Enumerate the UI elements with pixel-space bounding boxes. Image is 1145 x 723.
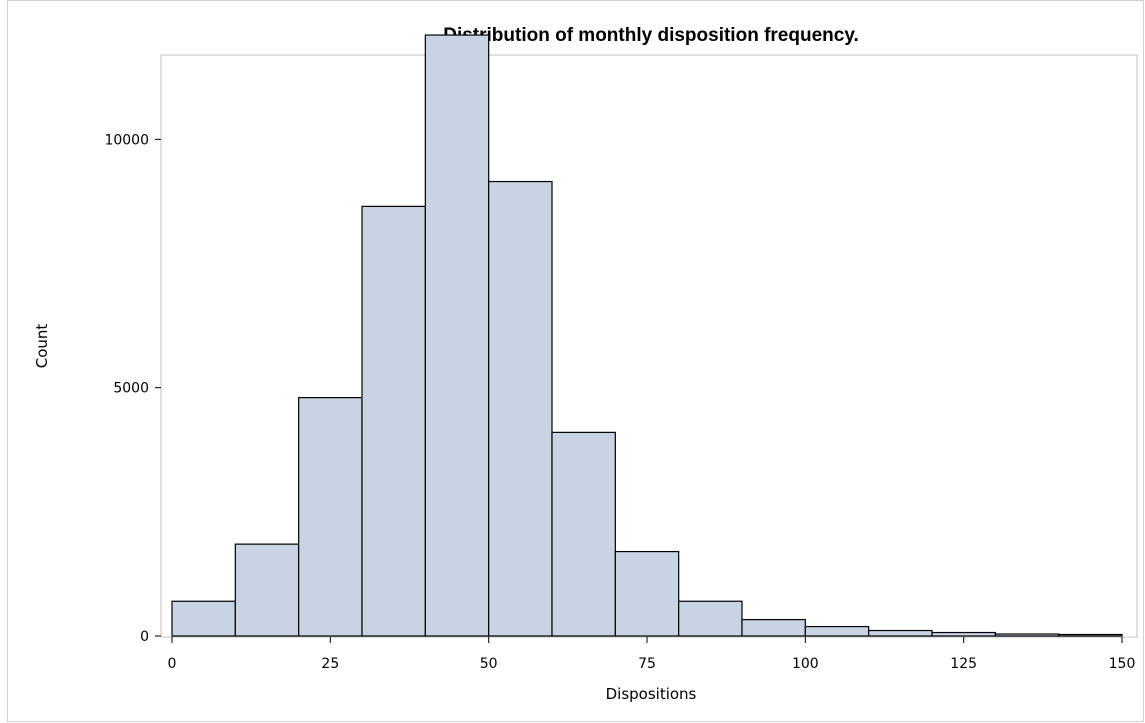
y-axis-label: Count (33, 324, 51, 369)
histogram-bar-8 (678, 600, 743, 637)
histogram-bar-6 (551, 431, 616, 637)
histogram-bar-1 (234, 543, 300, 637)
histogram-bar-13 (994, 633, 1060, 637)
histogram-bar-3 (361, 205, 426, 637)
x-tick-label-6: 150 (1109, 656, 1136, 672)
y-tick-label-2: 10000 (104, 132, 149, 148)
x-tick-label-3: 75 (638, 656, 656, 672)
x-axis: 0 25 50 75 100 125 150 (168, 637, 1136, 672)
y-axis: 0 5000 10000 (104, 132, 161, 645)
histogram-bar-5 (488, 180, 553, 637)
x-tick-label-5: 125 (950, 656, 977, 672)
x-tick-label-4: 100 (792, 656, 819, 672)
chart-frame: Distribution of monthly disposition freq… (7, 0, 1144, 722)
histogram-bar-9 (741, 619, 806, 637)
x-axis-label: Dispositions (606, 685, 697, 703)
chart-title: Distribution of monthly disposition freq… (443, 25, 859, 46)
plot-area-border (160, 54, 1138, 638)
histogram-bar-11 (868, 629, 933, 637)
bars-group (171, 34, 1123, 637)
x-tick-label-0: 0 (168, 656, 177, 672)
histogram-bar-14 (1058, 633, 1123, 637)
histogram-bar-4 (424, 34, 490, 637)
histogram-bar-10 (804, 625, 870, 637)
histogram-chart: Distribution of monthly disposition freq… (33, 25, 1138, 703)
histogram-bar-0 (171, 600, 236, 637)
histogram-bar-12 (931, 631, 996, 637)
x-tick-label-2: 50 (480, 656, 498, 672)
histogram-bar-7 (614, 550, 680, 637)
histogram-bar-2 (298, 397, 363, 637)
y-tick-label-0: 0 (140, 629, 149, 645)
x-tick-label-1: 25 (321, 656, 339, 672)
y-tick-label-1: 5000 (113, 381, 149, 397)
